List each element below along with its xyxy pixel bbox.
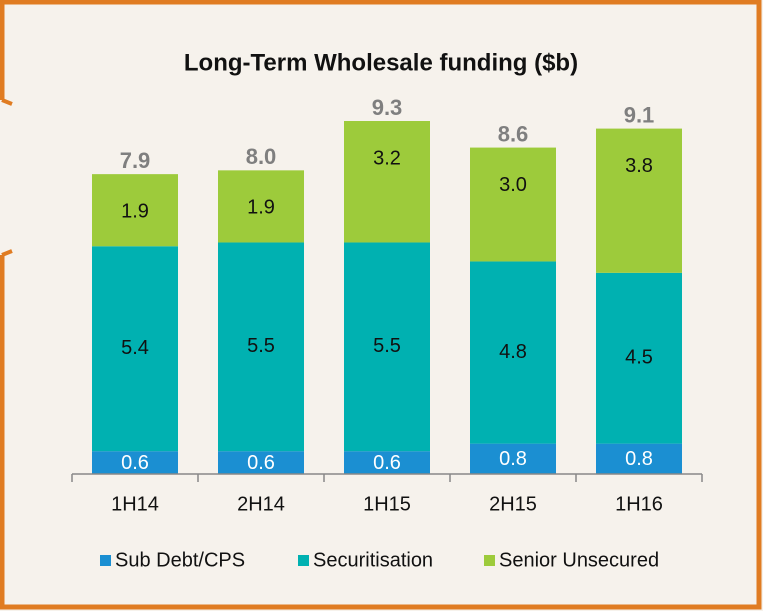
legend-swatch xyxy=(298,555,309,566)
data-label: 0.6 xyxy=(373,452,401,474)
legend-swatch xyxy=(100,555,111,566)
bar-segment xyxy=(596,272,682,444)
bar-segment xyxy=(344,242,430,452)
bar-segment xyxy=(470,443,556,474)
bar-segment xyxy=(218,170,304,243)
bar-segment xyxy=(92,451,178,474)
data-label: 3.2 xyxy=(373,147,401,169)
bar-segment xyxy=(596,128,682,273)
data-label: 5.5 xyxy=(247,335,275,357)
data-label: 5.5 xyxy=(373,335,401,357)
total-label: 8.0 xyxy=(246,144,277,169)
data-label: 4.8 xyxy=(499,341,527,363)
x-tick-label: 1H15 xyxy=(363,493,411,515)
data-label: 0.8 xyxy=(499,448,527,470)
chart-title: Long-Term Wholesale funding ($b) xyxy=(184,49,578,76)
legend-label: Senior Unsecured xyxy=(499,549,659,571)
data-label: 0.8 xyxy=(625,448,653,470)
bar-segment xyxy=(344,451,430,474)
bar-segment xyxy=(218,242,304,452)
bar-segment xyxy=(470,261,556,444)
frame-notch xyxy=(1,98,13,257)
x-tick-label: 1H14 xyxy=(111,493,159,515)
total-label: 7.9 xyxy=(120,148,151,173)
legend-swatch xyxy=(484,555,495,566)
bar-segment xyxy=(92,174,178,247)
data-label: 0.6 xyxy=(247,452,275,474)
data-label: 4.5 xyxy=(625,347,653,369)
data-label: 0.6 xyxy=(121,452,149,474)
total-label: 9.3 xyxy=(372,95,403,120)
total-label: 9.1 xyxy=(624,102,655,127)
data-label: 3.8 xyxy=(625,155,653,177)
data-label: 1.9 xyxy=(121,200,149,222)
x-tick-label: 1H16 xyxy=(615,493,663,515)
legend-label: Sub Debt/CPS xyxy=(115,549,245,571)
data-label: 1.9 xyxy=(247,197,275,219)
x-tick-label: 2H15 xyxy=(489,493,537,515)
data-label: 5.4 xyxy=(121,337,149,359)
bar-segment xyxy=(470,147,556,262)
data-label: 3.0 xyxy=(499,174,527,196)
x-tick-label: 2H14 xyxy=(237,493,285,515)
bar-segment xyxy=(596,443,682,474)
legend-label: Securitisation xyxy=(313,549,433,571)
bar-segment xyxy=(218,451,304,474)
bar-segment xyxy=(92,246,178,452)
total-label: 8.6 xyxy=(498,121,529,146)
bar-segment xyxy=(344,121,430,243)
